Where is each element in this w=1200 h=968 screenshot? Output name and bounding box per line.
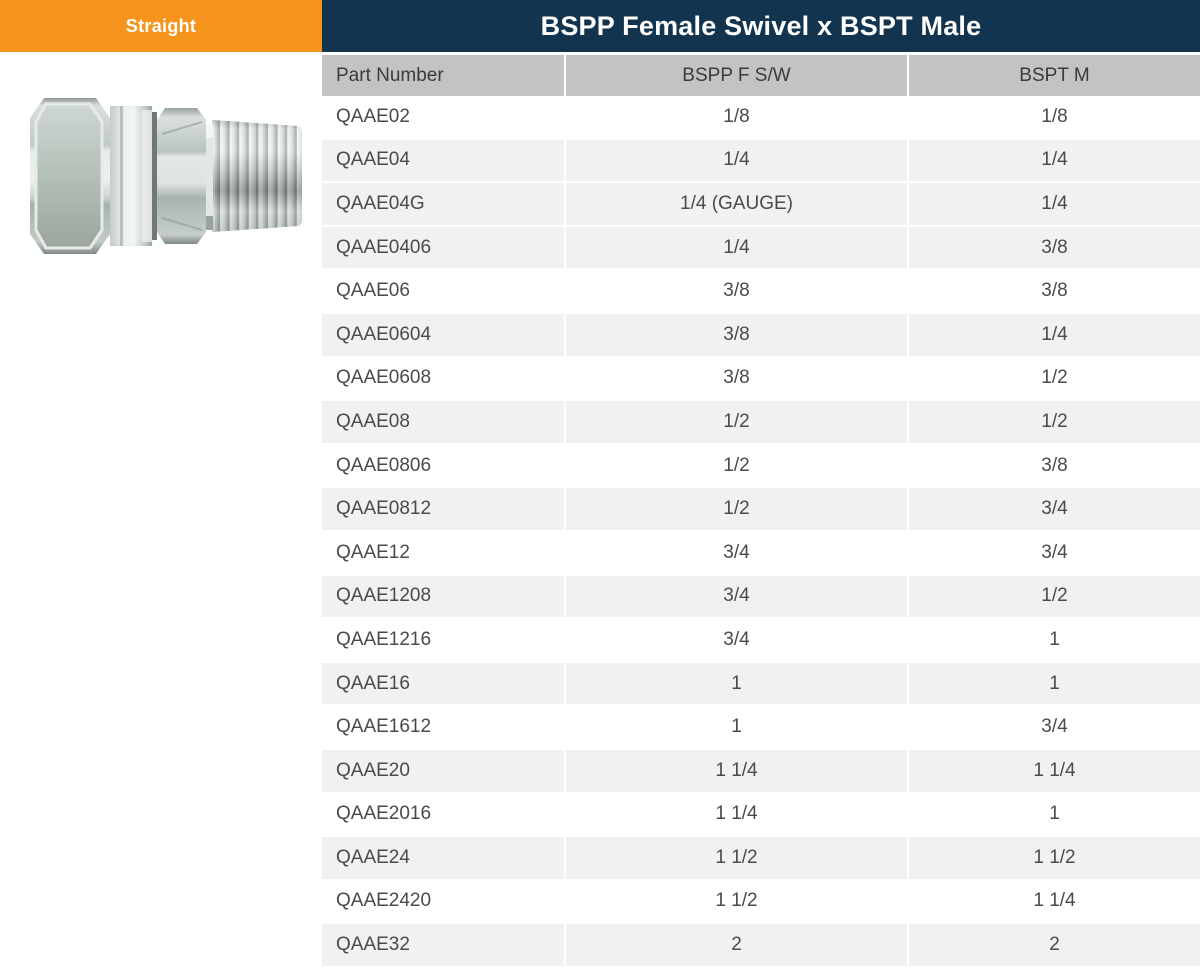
table-row: QAAE0604 3/8 1/4 [322, 313, 1200, 358]
table-row: QAAE0806 1/2 3/8 [322, 444, 1200, 489]
column-header-bspp-fsw: BSPP F S/W [564, 55, 907, 96]
part-number-cell: QAAE12 [336, 541, 410, 563]
table-row: QAAE1612 1 3/4 [322, 706, 1200, 750]
part-number-cell: QAAE04 [336, 149, 410, 171]
part-number-cell: QAAE24 [336, 846, 410, 868]
part-number-cell: QAAE04G [336, 192, 425, 214]
part-number-cell: QAAE2016 [336, 803, 432, 825]
table-row: QAAE04 1/4 1/4 [322, 139, 1200, 184]
bspp-size-cell: 2 [564, 924, 907, 966]
column-header-part-number: Part Number [336, 64, 444, 86]
bspp-size-cell: 1 1/2 [564, 880, 907, 923]
part-number-cell: QAAE08 [336, 410, 410, 432]
bspp-size-cell: 3/8 [564, 357, 907, 400]
part-number-cell: QAAE20 [336, 759, 410, 781]
part-number-cell: QAAE0406 [336, 236, 432, 258]
part-number-cell: QAAE0608 [336, 367, 432, 389]
bspp-size-cell: 3/8 [564, 313, 907, 356]
bspt-size-cell: 2 [907, 924, 1200, 966]
table-body: QAAE02 1/8 1/8 QAAE04 1/4 1/4 QAAE04G 1/… [322, 96, 1200, 968]
bspp-size-cell: 1/2 [564, 401, 907, 443]
bspt-size-cell: 1 [907, 662, 1200, 705]
bspp-size-cell: 1/4 [564, 226, 907, 269]
table-row: QAAE06 3/8 3/8 [322, 270, 1200, 314]
bspp-size-cell: 3/4 [564, 619, 907, 661]
bspp-size-cell: 1 1/2 [564, 837, 907, 879]
bspp-size-cell: 3/4 [564, 575, 907, 618]
bspp-size-cell: 1/4 [564, 139, 907, 182]
bspt-size-cell: 1/4 [907, 139, 1200, 182]
part-number-cell: QAAE0604 [336, 323, 432, 345]
bspt-size-cell: 3/4 [907, 488, 1200, 530]
bspt-size-cell: 1 [907, 793, 1200, 836]
table-row: QAAE20 1 1/4 1 1/4 [322, 749, 1200, 794]
bspt-size-cell: 1 1/4 [907, 749, 1200, 792]
bspt-size-cell: 3/4 [907, 531, 1200, 574]
bspt-size-cell: 3/8 [907, 226, 1200, 269]
product-photo [16, 94, 302, 264]
bspp-size-cell: 1/2 [564, 488, 907, 530]
table-row: QAAE1216 3/4 1 [322, 619, 1200, 663]
bspp-size-cell: 1/4 (GAUGE) [564, 183, 907, 225]
part-number-cell: QAAE1216 [336, 628, 432, 650]
table-row: QAAE24 1 1/2 1 1/2 [322, 837, 1200, 881]
part-number-cell: QAAE16 [336, 672, 410, 694]
bspp-size-cell: 1 [564, 706, 907, 748]
page-title: BSPP Female Swivel x BSPT Male [322, 0, 1200, 52]
bspp-size-cell: 1/2 [564, 444, 907, 487]
bspt-size-cell: 1/4 [907, 183, 1200, 225]
part-number-cell: QAAE1208 [336, 585, 432, 607]
bspp-size-cell: 3/4 [564, 531, 907, 574]
bspt-size-cell: 1/2 [907, 575, 1200, 618]
table-row: QAAE2420 1 1/2 1 1/4 [322, 880, 1200, 925]
table-row: QAAE0406 1/4 3/8 [322, 226, 1200, 271]
bspt-size-cell: 1/2 [907, 401, 1200, 443]
column-header-bspt-m: BSPT M [907, 55, 1200, 96]
fittings-spec-table: Part Number BSPP F S/W BSPT M QAAE02 1/8… [322, 52, 1200, 968]
bspp-size-cell: 1 [564, 662, 907, 705]
part-number-cell: QAAE02 [336, 105, 410, 127]
category-tab-straight[interactable]: Straight [0, 0, 322, 52]
table-row: QAAE12 3/4 3/4 [322, 531, 1200, 576]
table-row: QAAE0812 1/2 3/4 [322, 488, 1200, 532]
bspt-size-cell: 1 1/4 [907, 880, 1200, 923]
bspt-size-cell: 1/4 [907, 313, 1200, 356]
table-row: QAAE2016 1 1/4 1 [322, 793, 1200, 838]
table-row: QAAE02 1/8 1/8 [322, 96, 1200, 140]
bspp-size-cell: 1 1/4 [564, 749, 907, 792]
part-number-cell: QAAE1612 [336, 716, 432, 738]
part-number-cell: QAAE06 [336, 280, 410, 302]
table-row: QAAE1208 3/4 1/2 [322, 575, 1200, 620]
part-number-cell: QAAE0812 [336, 498, 432, 520]
table-row: QAAE16 1 1 [322, 662, 1200, 707]
part-number-cell: QAAE2420 [336, 890, 432, 912]
bspt-size-cell: 1/2 [907, 357, 1200, 400]
bspp-size-cell: 1/8 [564, 96, 907, 138]
part-number-cell: QAAE0806 [336, 454, 432, 476]
bspt-size-cell: 1/8 [907, 96, 1200, 138]
bspt-size-cell: 3/8 [907, 444, 1200, 487]
table-header-row: Part Number BSPP F S/W BSPT M [322, 55, 1200, 96]
part-number-cell: QAAE32 [336, 934, 410, 956]
table-row: QAAE04G 1/4 (GAUGE) 1/4 [322, 183, 1200, 227]
table-row: QAAE0608 3/8 1/2 [322, 357, 1200, 402]
bspt-size-cell: 1 1/2 [907, 837, 1200, 879]
bspp-size-cell: 1 1/4 [564, 793, 907, 836]
bspt-size-cell: 1 [907, 619, 1200, 661]
bspp-size-cell: 3/8 [564, 270, 907, 312]
bspt-size-cell: 3/4 [907, 706, 1200, 748]
bspt-size-cell: 3/8 [907, 270, 1200, 312]
table-row: QAAE08 1/2 1/2 [322, 401, 1200, 445]
table-row: QAAE32 2 2 [322, 924, 1200, 968]
